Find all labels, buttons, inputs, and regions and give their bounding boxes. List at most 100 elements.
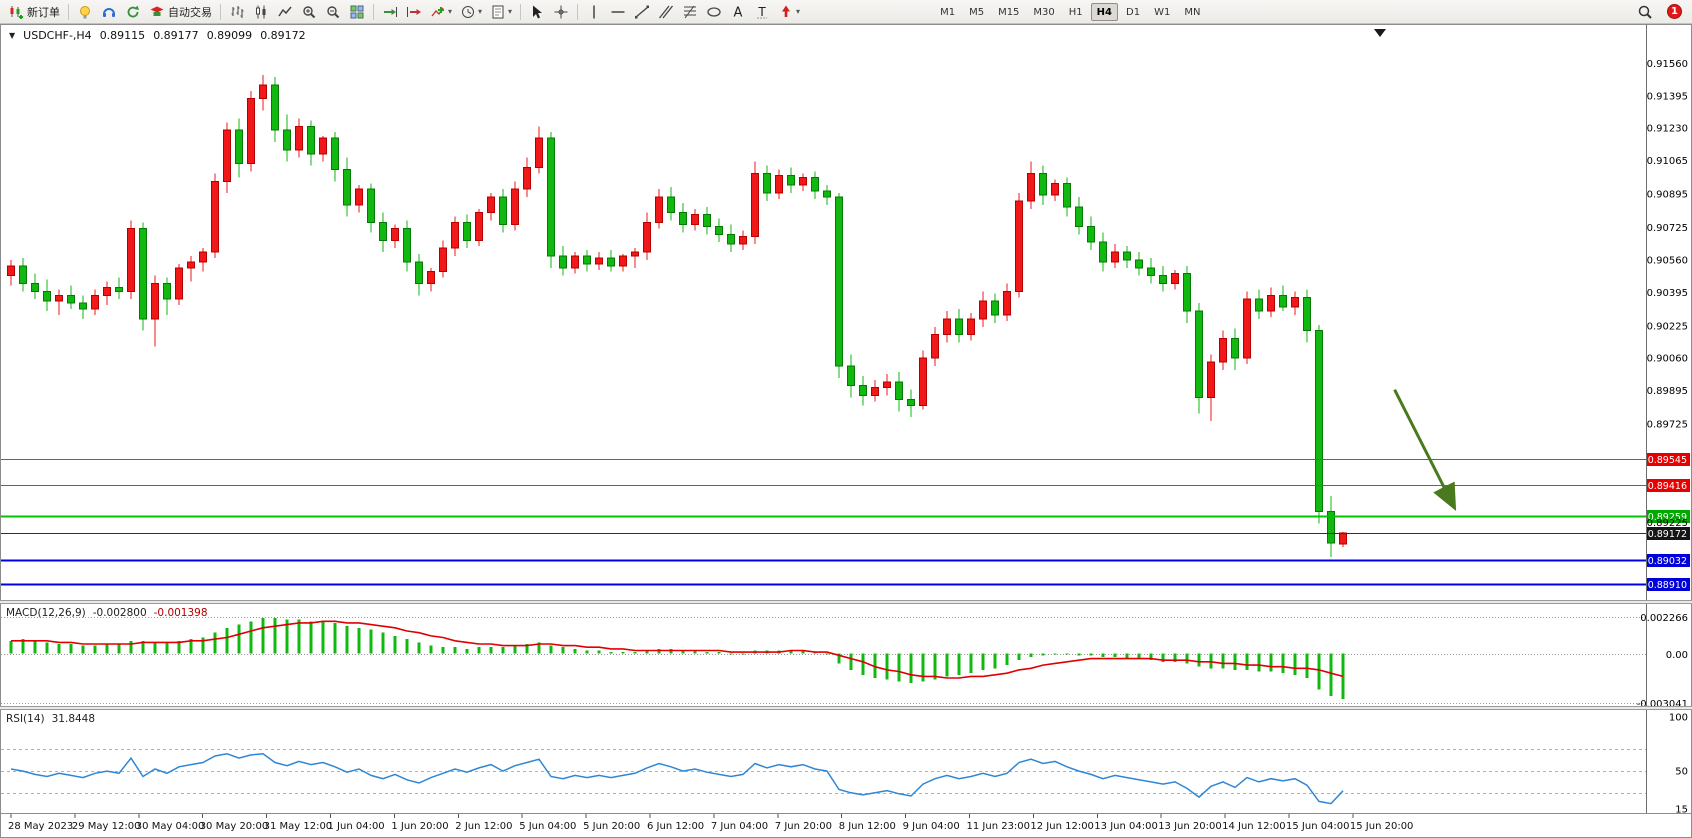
chart-shift-marker[interactable]: [1374, 29, 1386, 37]
price-tag-label: 0.89032: [1648, 556, 1687, 567]
rsi-label: RSI(14): [6, 713, 45, 725]
macd-bar: [981, 653, 985, 670]
fibonacci-button[interactable]: [678, 2, 702, 22]
macd-signal-value: -0.001398: [153, 607, 208, 619]
trend-arrow[interactable]: [1393, 388, 1457, 511]
tile-windows-button[interactable]: [345, 2, 369, 22]
macd-bar: [93, 645, 97, 654]
macd-bar: [801, 650, 805, 654]
search-button[interactable]: [1633, 2, 1657, 22]
macd-bar: [345, 626, 349, 654]
timeframe-toolbar: M1 M5 M15 M30 H1 H4 D1 W1 MN: [934, 2, 1206, 21]
macd-bar: [453, 647, 457, 654]
timeframe-h4-button[interactable]: H4: [1090, 2, 1118, 21]
timeframe-m1-button[interactable]: M1: [940, 6, 956, 18]
macd-bar: [177, 640, 181, 654]
macd-bar: [1161, 653, 1165, 662]
horizontal-line-icon: [610, 4, 626, 20]
toolbar-separator: [373, 3, 374, 20]
timeframe-mn-button[interactable]: MN: [1184, 6, 1201, 18]
trendline-icon: [634, 4, 650, 20]
macd-bar: [513, 645, 517, 654]
channel-button[interactable]: [654, 2, 678, 22]
indicators-button[interactable]: ▾: [426, 2, 456, 22]
text-button[interactable]: A: [726, 2, 750, 22]
panel-separator-macd-rsi[interactable]: [0, 706, 1692, 710]
periods-button[interactable]: ▾: [456, 2, 486, 22]
macd-bar: [465, 648, 469, 654]
macd-bar: [957, 653, 961, 675]
text-label-button[interactable]: T: [750, 2, 774, 22]
zoom-in-button[interactable]: [297, 2, 321, 22]
macd-bar: [885, 653, 889, 680]
horizontal-line-button[interactable]: [606, 2, 630, 22]
notification-badge[interactable]: 1: [1667, 4, 1682, 19]
toolbar-separator: [68, 3, 69, 20]
macd-bar: [381, 632, 385, 654]
time-tick-label: 8 Jun 12:00: [839, 821, 896, 832]
auto-scroll-button[interactable]: [378, 2, 402, 22]
macd-main-value: -0.002800: [92, 607, 147, 619]
headset-button[interactable]: [97, 2, 121, 22]
rsi-header: RSI(14) 31.8448: [6, 713, 95, 725]
macd-signal-line: [11, 620, 1344, 679]
line-chart-button[interactable]: [273, 2, 297, 22]
price-tag-label: 0.88910: [1648, 580, 1687, 591]
arrows-button[interactable]: ▾: [774, 2, 804, 22]
headset-icon: [101, 4, 117, 20]
new-order-button[interactable]: 新订单: [4, 2, 64, 22]
macd-bar: [1245, 653, 1249, 670]
macd-bar: [1137, 653, 1141, 659]
macd-bar: [1029, 653, 1033, 657]
macd-bar: [441, 647, 445, 654]
macd-bar: [213, 632, 217, 654]
collapse-triangle-icon[interactable]: ▼: [9, 31, 16, 40]
time-tick-label: 30 May 04:00: [136, 821, 205, 832]
macd-bar: [1221, 653, 1225, 669]
lamp-button[interactable]: [73, 2, 97, 22]
cursor-icon: [529, 4, 545, 20]
time-tick-label: 13 Jun 04:00: [1094, 821, 1158, 832]
chart-shift-button[interactable]: [402, 2, 426, 22]
bar-chart-button[interactable]: [225, 2, 249, 22]
refresh-button[interactable]: [121, 2, 145, 22]
auto-trading-button[interactable]: 自动交易: [145, 2, 216, 22]
timeframe-d1-button[interactable]: D1: [1126, 6, 1141, 18]
macd-bar: [57, 643, 61, 654]
timeframe-m5-button[interactable]: M5: [969, 6, 985, 18]
candle-chart-button[interactable]: [249, 2, 273, 22]
timeframe-m30-button[interactable]: M30: [1033, 6, 1055, 18]
crosshair-button[interactable]: [549, 2, 573, 22]
macd-bar: [1005, 653, 1009, 666]
time-tick-label: 5 Jun 04:00: [519, 821, 576, 832]
macd-bar: [45, 642, 49, 654]
macd-bar: [1173, 653, 1177, 662]
vertical-line-button[interactable]: [582, 2, 606, 22]
macd-bar: [813, 652, 817, 654]
time-tick-label: 5 Jun 20:00: [583, 821, 640, 832]
shapes-button[interactable]: [702, 2, 726, 22]
auto-trading-icon: [149, 4, 165, 20]
timeframe-w1-button[interactable]: W1: [1154, 6, 1171, 18]
zoom-out-button[interactable]: [321, 2, 345, 22]
chart-window: [0, 24, 1692, 838]
price-scale[interactable]: 0.91560 0.91395 0.91230 0.91065 0.90895 0.907…: [1646, 24, 1689, 814]
toolbar: 新订单 自动交易 ▾ ▾ ▾ A T ▾ M1 M5 M15 M30 H1 H4 D1 W1 MN 1: [0, 0, 1692, 24]
timeframe-h1-button[interactable]: H1: [1068, 6, 1083, 18]
cursor-button[interactable]: [525, 2, 549, 22]
panel-separator-main-macd[interactable]: [0, 600, 1692, 604]
macd-bar: [249, 621, 253, 654]
trendline-button[interactable]: [630, 2, 654, 22]
price-tick-label: 0.90560: [1647, 255, 1688, 266]
macd-bar: [573, 648, 577, 654]
price-tag: [1647, 527, 1690, 540]
zoom-out-icon: [325, 4, 341, 20]
macd-bar: [1113, 653, 1117, 657]
macd-bar: [909, 653, 913, 683]
templates-button[interactable]: ▾: [486, 2, 516, 22]
macd-bar: [645, 650, 649, 654]
price-tag-label: 0.89416: [1648, 481, 1687, 492]
timeframe-m15-button[interactable]: M15: [998, 6, 1020, 18]
